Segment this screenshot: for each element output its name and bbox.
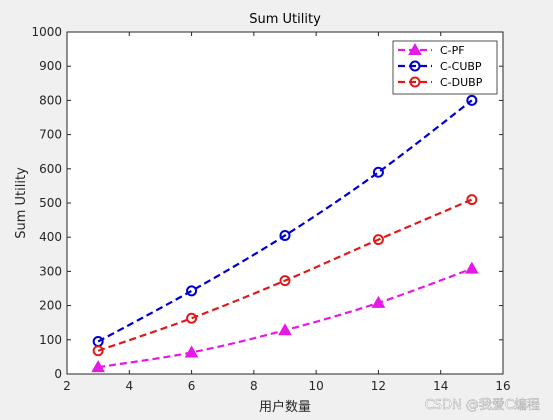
data-point-marker (184, 345, 199, 358)
x-axis-label: 用户数量 (259, 399, 311, 415)
series-c-cubp (92, 94, 478, 348)
data-point-marker (92, 345, 104, 357)
y-tick-label: 100 (39, 333, 62, 347)
y-tick-label: 500 (39, 196, 62, 210)
data-point-marker (464, 261, 479, 274)
legend-entry: C-DUBP (398, 76, 483, 89)
legend-label: C-DUBP (440, 76, 483, 89)
watermark-text: CSDN @我爱C编程 (425, 398, 540, 413)
y-tick-label: 300 (39, 264, 62, 278)
data-point-marker (466, 194, 478, 206)
series-c-dubp (92, 194, 478, 357)
data-point-marker (279, 275, 291, 287)
data-point-marker (186, 285, 198, 297)
legend-marker (409, 60, 421, 72)
x-tick-label: 2 (63, 379, 71, 393)
x-tick-label: 4 (125, 379, 133, 393)
legend-marker (408, 42, 422, 55)
series-line (97, 198, 473, 352)
y-tick-label: 700 (39, 128, 62, 142)
data-point-marker (466, 94, 478, 106)
y-tick-label: 600 (39, 162, 62, 176)
series-c-pf (91, 261, 479, 373)
axis-layer: 2 4 6 8 10 12 14 16 0 100 200 300 400 500 600 700 800 900… (31, 25, 510, 393)
x-tick-label: 8 (250, 379, 258, 393)
series-line (97, 99, 473, 343)
legend-label: C-PF (440, 44, 465, 57)
chart-title: Sum Utility (249, 12, 321, 27)
y-tick-label: 900 (39, 59, 62, 73)
y-tick-label: 1000 (31, 25, 62, 39)
data-point-marker (278, 323, 292, 336)
legend: C-PF C-CUBP C-DUBP (392, 40, 498, 95)
x-tick-label: 14 (433, 379, 448, 393)
legend-entry: C-CUBP (398, 60, 482, 73)
data-point-marker (371, 295, 386, 308)
y-tick-label: 200 (39, 299, 62, 313)
legend-marker (409, 76, 421, 88)
y-tick-label: 400 (39, 230, 62, 244)
legend-items: C-PF C-CUBP C-DUBP (398, 42, 483, 89)
y-axis-label: Sum Utility (14, 167, 29, 239)
data-point-marker (91, 360, 106, 373)
y-tick-label: 0 (54, 367, 62, 381)
x-tick-label: 10 (309, 379, 324, 393)
series-layer (91, 94, 479, 373)
legend-label: C-CUBP (440, 60, 482, 73)
x-tick-label: 6 (188, 379, 196, 393)
data-point-marker (372, 234, 384, 246)
data-point-marker (186, 312, 198, 324)
y-tick-label: 800 (39, 93, 62, 107)
legend-entry: C-PF (398, 42, 465, 57)
data-point-marker (372, 166, 384, 178)
x-tick-label: 12 (371, 379, 386, 393)
data-point-marker (279, 229, 291, 241)
x-tick-label: 16 (495, 379, 510, 393)
